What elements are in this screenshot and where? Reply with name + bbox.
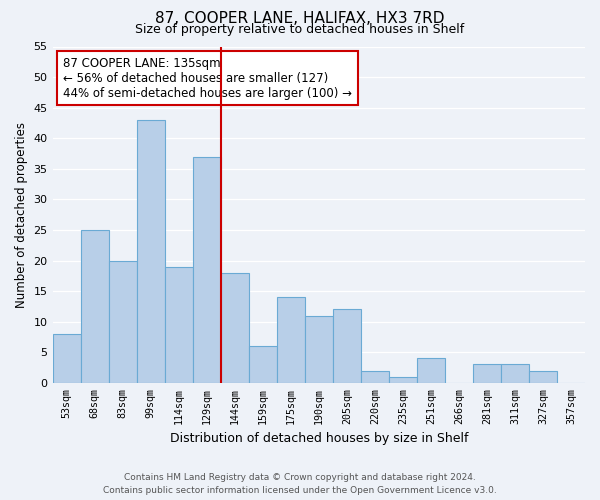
- Text: Size of property relative to detached houses in Shelf: Size of property relative to detached ho…: [136, 22, 464, 36]
- Text: 87, COOPER LANE, HALIFAX, HX3 7RD: 87, COOPER LANE, HALIFAX, HX3 7RD: [155, 11, 445, 26]
- Bar: [137, 120, 164, 383]
- Bar: [361, 370, 389, 383]
- Bar: [164, 266, 193, 383]
- Y-axis label: Number of detached properties: Number of detached properties: [15, 122, 28, 308]
- Bar: [221, 272, 249, 383]
- Bar: [53, 334, 80, 383]
- Text: Contains HM Land Registry data © Crown copyright and database right 2024.
Contai: Contains HM Land Registry data © Crown c…: [103, 473, 497, 495]
- Bar: [80, 230, 109, 383]
- Bar: [305, 316, 333, 383]
- Bar: [501, 364, 529, 383]
- Bar: [417, 358, 445, 383]
- Bar: [529, 370, 557, 383]
- Bar: [249, 346, 277, 383]
- X-axis label: Distribution of detached houses by size in Shelf: Distribution of detached houses by size …: [170, 432, 468, 445]
- Bar: [389, 376, 417, 383]
- Bar: [473, 364, 501, 383]
- Text: 87 COOPER LANE: 135sqm
← 56% of detached houses are smaller (127)
44% of semi-de: 87 COOPER LANE: 135sqm ← 56% of detached…: [63, 56, 352, 100]
- Bar: [333, 310, 361, 383]
- Bar: [109, 260, 137, 383]
- Bar: [277, 297, 305, 383]
- Bar: [193, 156, 221, 383]
